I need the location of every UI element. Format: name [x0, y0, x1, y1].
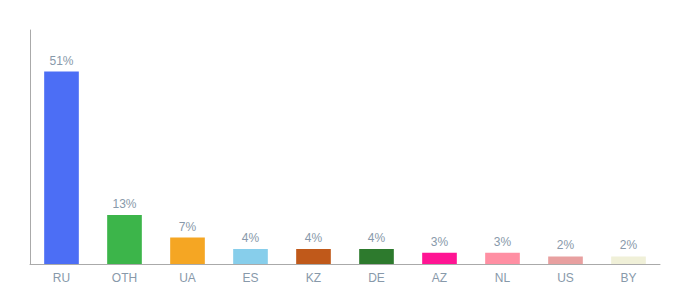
svg-text:4%: 4%	[242, 231, 260, 245]
svg-text:BY: BY	[620, 271, 636, 285]
svg-text:4%: 4%	[305, 231, 323, 245]
svg-text:US: US	[557, 271, 574, 285]
svg-text:AZ: AZ	[432, 271, 447, 285]
svg-text:RU: RU	[53, 271, 70, 285]
svg-text:2%: 2%	[620, 238, 638, 252]
svg-text:51%: 51%	[49, 54, 73, 68]
svg-text:4%: 4%	[368, 231, 386, 245]
svg-text:ES: ES	[242, 271, 258, 285]
svg-text:NL: NL	[495, 271, 511, 285]
svg-text:3%: 3%	[494, 235, 512, 249]
svg-text:KZ: KZ	[306, 271, 321, 285]
svg-text:2%: 2%	[557, 238, 575, 252]
svg-text:7%: 7%	[179, 220, 197, 234]
svg-text:UA: UA	[179, 271, 196, 285]
svg-text:3%: 3%	[431, 235, 449, 249]
svg-text:OTH: OTH	[112, 271, 137, 285]
svg-text:DE: DE	[368, 271, 385, 285]
svg-text:13%: 13%	[112, 197, 136, 211]
